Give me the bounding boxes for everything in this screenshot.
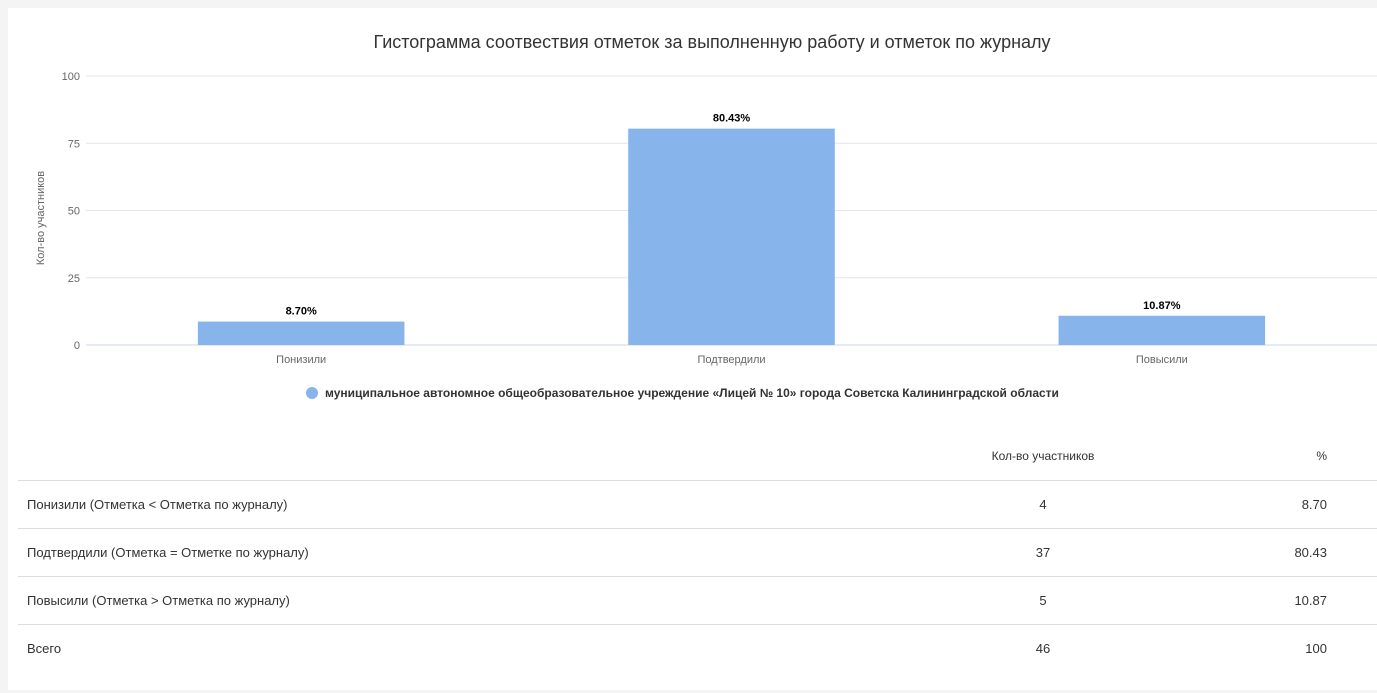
row-label: Повысили (Отметка > Отметка по журналу) <box>18 575 918 624</box>
header-label <box>18 432 918 480</box>
row-count: 5 <box>918 575 1168 624</box>
x-tick-label: Повысили <box>1136 354 1188 366</box>
table-header-row: Кол-во участников % <box>18 432 1377 480</box>
bar <box>1058 315 1266 345</box>
chart-title: Гистограмма соотвествия отметок за выпол… <box>373 32 1050 52</box>
legend-marker[interactable] <box>306 387 318 399</box>
table-row-total: Всего 46 100 <box>18 623 1377 672</box>
table-row: Подтвердили (Отметка = Отметке по журнал… <box>18 527 1377 576</box>
y-tick-label: 50 <box>68 206 80 218</box>
row-label: Всего <box>18 623 918 672</box>
y-tick-label: 100 <box>62 71 80 83</box>
x-tick-label: Подтвердили <box>697 354 765 366</box>
data-label: 80.43% <box>713 113 751 125</box>
row-percent: 8.70 <box>1168 479 1377 528</box>
header-count: Кол-во участников <box>991 448 1095 463</box>
row-count: 46 <box>918 623 1168 672</box>
table-row: Повысили (Отметка > Отметка по журналу) … <box>18 575 1377 624</box>
bar <box>197 321 405 345</box>
data-label: 10.87% <box>1143 300 1181 312</box>
chart-card: Гистограмма соотвествия отметок за выпол… <box>8 8 1377 690</box>
bars: 8.70% 80.43% 10.87% <box>197 113 1266 345</box>
row-label: Понизили (Отметка < Отметка по журналу) <box>18 479 918 528</box>
y-tick-label: 75 <box>68 138 80 150</box>
row-count: 37 <box>918 527 1168 576</box>
row-label: Подтвердили (Отметка = Отметке по журнал… <box>18 527 918 576</box>
statistics-table: Кол-во участников % Понизили (Отметка < … <box>18 432 1377 672</box>
x-tick-label: Понизили <box>276 354 326 366</box>
bar <box>628 128 835 345</box>
row-count: 4 <box>918 479 1168 528</box>
header-percent: % <box>1316 448 1327 463</box>
y-tick-label: 0 <box>74 340 80 352</box>
y-axis-ticks: 0 25 50 75 100 <box>62 71 80 352</box>
x-axis-ticks: Понизили Подтвердили Повысили <box>276 354 1188 366</box>
y-axis-title: Кол-во участников <box>35 171 47 265</box>
row-percent: 10.87 <box>1168 575 1377 624</box>
table-row: Понизили (Отметка < Отметка по журналу) … <box>18 479 1377 528</box>
bar-chart: Гистограмма соотвествия отметок за выпол… <box>35 32 1377 400</box>
row-percent: 100 <box>1168 623 1377 672</box>
data-label: 8.70% <box>286 306 317 318</box>
legend-label[interactable]: муниципальное автономное общеобразовател… <box>325 386 1059 400</box>
row-percent: 80.43 <box>1168 527 1377 576</box>
y-tick-label: 25 <box>68 273 80 285</box>
legend[interactable]: муниципальное автономное общеобразовател… <box>306 386 1059 400</box>
